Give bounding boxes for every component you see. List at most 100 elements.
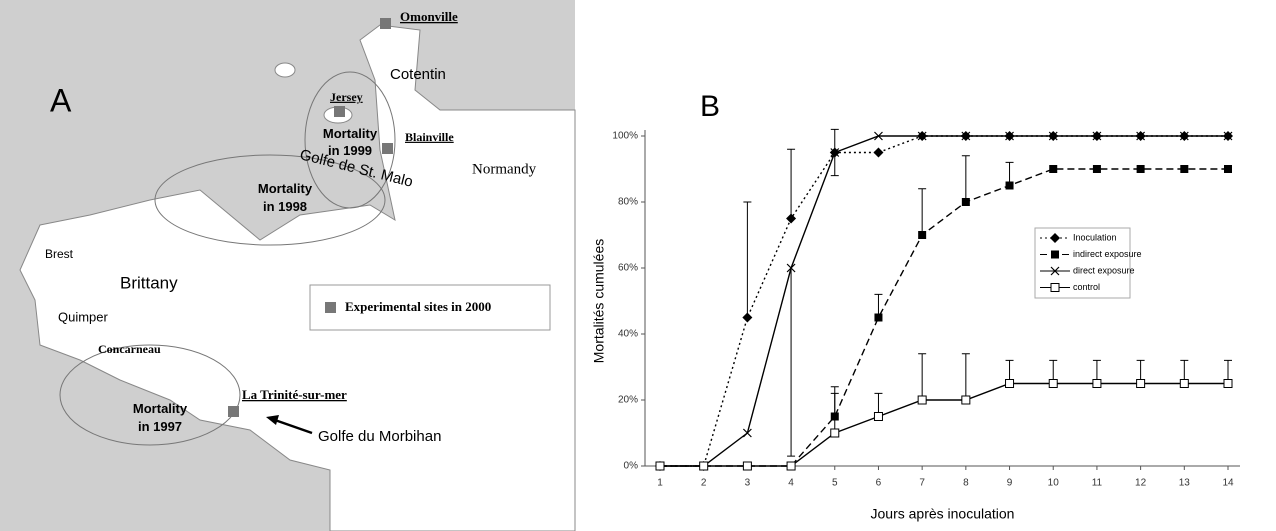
- error-bar: [918, 188, 927, 235]
- x-tick-label: 8: [963, 478, 969, 489]
- marker: [655, 461, 665, 471]
- site-marker: [334, 106, 345, 117]
- place-label: Normandy: [472, 161, 537, 177]
- marker: [1180, 165, 1189, 173]
- place-label: Cotentin: [390, 66, 446, 83]
- marker: [1179, 131, 1189, 141]
- x-tick-label: 12: [1135, 478, 1147, 489]
- error-bar: [961, 155, 970, 202]
- site-marker: [382, 143, 393, 154]
- marker: [1048, 131, 1058, 141]
- marker: [1223, 131, 1233, 141]
- zone-ellipse: [59, 344, 241, 446]
- y-tick-label: 0%: [624, 461, 639, 472]
- marker: [1136, 379, 1146, 388]
- marker: [742, 461, 752, 471]
- land: [19, 24, 576, 531]
- zone-line: in 1998: [263, 199, 307, 214]
- marker: [873, 412, 883, 421]
- marker: [1005, 181, 1014, 190]
- marker: [1092, 165, 1101, 173]
- chart-panel: B0%20%40%60%80%100%1 2 3 4 5 6 7 8 9 10 11 12 13 14Jo…: [591, 90, 1240, 522]
- marker: [1092, 131, 1102, 141]
- x-axis-label: Jours après inoculation: [871, 506, 1015, 522]
- x-tick-label: 4: [788, 478, 794, 489]
- marker: [874, 131, 883, 141]
- site-label: Jersey: [330, 90, 363, 104]
- marker: [786, 263, 796, 273]
- marker: [917, 395, 927, 405]
- x-tick-label: 13: [1179, 478, 1191, 489]
- legend-label: Inoculation: [1073, 232, 1117, 242]
- x-tick-label: 9: [1007, 478, 1013, 489]
- marker: [699, 461, 709, 471]
- x-tick-label: 1: [657, 478, 663, 489]
- zone-label: Mortality in 1999: [323, 126, 378, 158]
- marker: [1050, 266, 1060, 276]
- error-bar: [830, 152, 839, 177]
- island: [274, 62, 296, 78]
- error-bar: [918, 353, 927, 400]
- series-line: [660, 135, 1228, 467]
- marker: [1223, 379, 1233, 388]
- marker: [1048, 379, 1058, 388]
- marker: [1050, 233, 1060, 243]
- series-line: [660, 382, 1228, 467]
- x-tick-label: 2: [701, 478, 707, 489]
- y-tick-label: 100%: [612, 131, 638, 142]
- zone-line: Mortality: [258, 181, 313, 196]
- map-panel: A Omonville Jersey Blainville La Trinité…: [0, 0, 576, 531]
- error-bar: [961, 353, 970, 400]
- y-tick-label: 60%: [618, 263, 638, 274]
- place-label: Quimper: [58, 309, 109, 324]
- zone-line: in 1999: [328, 143, 372, 158]
- marker: [961, 131, 971, 141]
- marker: [917, 131, 927, 141]
- legend-text: Experimental sites in 2000: [345, 299, 491, 314]
- marker: [742, 312, 753, 323]
- place-label: Brest: [45, 247, 74, 261]
- error-bar: [787, 148, 796, 219]
- marker: [1092, 379, 1102, 388]
- site-marker: [228, 406, 239, 417]
- legend-label: control: [1073, 282, 1100, 292]
- zone-ellipse: [154, 154, 386, 246]
- marker: [830, 428, 840, 438]
- x-tick-label: 5: [832, 478, 838, 489]
- y-axis-label: Mortalités cumulées: [591, 239, 607, 364]
- x-tick-label: 11: [1092, 478, 1103, 489]
- error-bar: [830, 392, 839, 433]
- marker: [830, 148, 840, 157]
- zone-label: Mortality in 1997: [133, 401, 188, 434]
- x-tick-label: 7: [919, 478, 925, 489]
- y-tick-label: 80%: [618, 197, 638, 208]
- arrow: [271, 417, 313, 435]
- site-label: Omonville: [400, 9, 458, 24]
- panel-label: B: [700, 90, 720, 123]
- x-tick-label: 3: [745, 478, 751, 489]
- y-tick-label: 40%: [618, 329, 638, 340]
- x-tick-label: 10: [1048, 478, 1060, 489]
- marker: [1049, 165, 1058, 173]
- arrow-head: [266, 415, 279, 425]
- error-bar: [743, 201, 752, 318]
- x-tick-label: 14: [1222, 478, 1234, 489]
- marker: [1224, 165, 1232, 173]
- map-legend: [309, 284, 551, 331]
- site-label: La Trinité-sur-mer: [242, 387, 347, 402]
- y-tick-label: 20%: [618, 395, 638, 406]
- zone-ellipse: [304, 71, 396, 209]
- site-label: Blainville: [405, 130, 454, 144]
- panel-label: A: [50, 82, 72, 118]
- marker: [742, 428, 752, 438]
- marker: [874, 313, 883, 322]
- marker: [961, 395, 971, 405]
- marker: [1136, 165, 1145, 173]
- place-label: Concarneau: [98, 342, 161, 356]
- x-tick-label: 6: [876, 478, 882, 489]
- legend-label: indirect exposure: [1073, 249, 1142, 259]
- error-bar: [787, 268, 796, 457]
- site-marker: [380, 18, 391, 29]
- marker: [1005, 131, 1014, 141]
